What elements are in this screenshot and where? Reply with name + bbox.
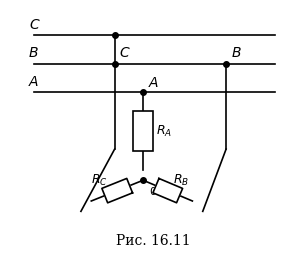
Text: A: A	[29, 75, 39, 89]
Text: C: C	[29, 18, 39, 32]
Text: 0': 0'	[150, 187, 160, 197]
Text: Рис. 16.11: Рис. 16.11	[116, 234, 191, 248]
Bar	[133, 111, 153, 151]
Text: A: A	[148, 76, 158, 90]
Text: B: B	[29, 46, 39, 61]
Text: $R_A$: $R_A$	[156, 123, 172, 139]
Text: $R_B$: $R_B$	[173, 173, 189, 188]
Polygon shape	[153, 178, 183, 203]
Polygon shape	[102, 178, 133, 203]
Text: $R_C$: $R_C$	[91, 173, 108, 188]
Text: C: C	[120, 46, 130, 61]
Text: B: B	[231, 46, 241, 61]
